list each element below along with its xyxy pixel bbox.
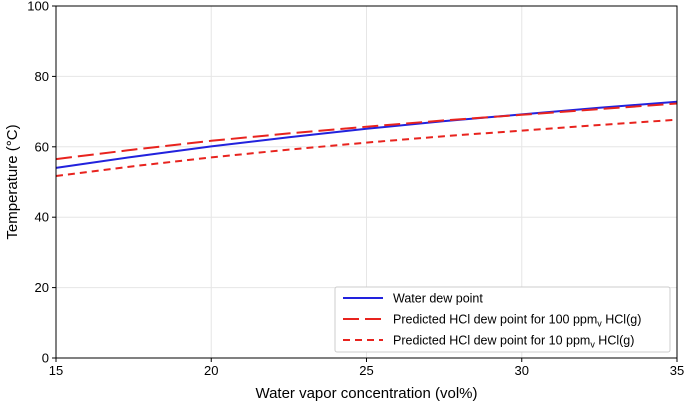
legend-label-2: Predicted HCl dew point for 100 ppmv HCl… [393, 313, 641, 329]
x-tick-label: 15 [49, 363, 63, 378]
legend-label-subscript: v [597, 319, 602, 329]
y-tick-label: 100 [27, 0, 49, 14]
x-tick-label: 25 [359, 363, 373, 378]
y-tick-label: 80 [35, 69, 49, 84]
legend-label-suffix: HCl(g) [602, 313, 642, 327]
legend-label-suffix: HCl(g) [595, 334, 635, 348]
x-tick-label: 30 [515, 363, 529, 378]
y-tick-label: 0 [42, 351, 49, 366]
legend: Water dew point Predicted HCl dew point f… [334, 286, 671, 353]
series-layer [55, 100, 678, 177]
legend-label-subscript: v [590, 340, 595, 350]
ticks: 15 20 25 30 35 0 20 40 60 80 100 [27, 0, 684, 378]
x-tick-label: 20 [204, 363, 218, 378]
series-line-1 [55, 100, 678, 169]
legend-label-text: Predicted HCl dew point for 100 ppm [393, 313, 597, 327]
y-tick-label: 40 [35, 210, 49, 225]
legend-box [334, 286, 671, 353]
legend-label-3: Predicted HCl dew point for 10 ppmv HCl(… [393, 334, 634, 350]
legend-label-text: Water dew point [393, 292, 483, 306]
x-tick-label: 35 [670, 363, 684, 378]
legend-label-1: Water dew point [393, 292, 483, 306]
legend-label-text: Predicted HCl dew point for 10 ppm [393, 334, 590, 348]
y-tick-label: 20 [35, 280, 49, 295]
y-axis-label: Temperature (°C) [4, 124, 21, 239]
series-line-2 [55, 102, 678, 161]
series-line-3 [55, 118, 678, 177]
x-axis-label: Water vapor concentration (vol%) [255, 385, 477, 402]
y-tick-label: 60 [35, 139, 49, 154]
